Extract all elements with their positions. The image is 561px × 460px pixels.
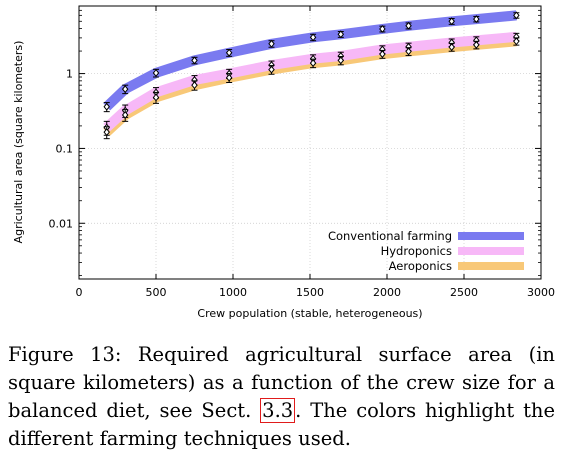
x-tick-label: 500 — [146, 286, 167, 299]
data-point — [513, 37, 520, 46]
data-point — [337, 56, 345, 65]
data-point — [309, 59, 317, 68]
x-tick-label: 2000 — [373, 286, 401, 299]
data-point — [448, 17, 455, 26]
x-tick-label: 1500 — [296, 286, 324, 299]
data-point — [473, 15, 480, 24]
chart: 0 500 1000 1500 2000 2500 3000 0.01 0.1 1 Convent… — [12, 5, 555, 320]
y-tick-label: 0.1 — [56, 142, 74, 155]
legend: Conventional farmingHydroponicsAeroponic… — [328, 229, 524, 273]
x-tick-label: 0 — [76, 286, 83, 299]
data-point — [152, 68, 160, 77]
caption-text-end: . The colors highlight the different far… — [8, 399, 555, 450]
data-point — [379, 24, 386, 33]
x-axis-title: Crew population (stable, heterogeneous) — [197, 307, 422, 320]
legend-label: Aeroponics — [389, 259, 452, 273]
x-tick-label: 3000 — [527, 286, 555, 299]
figure-caption: Figure 13: Required agricultural surface… — [8, 341, 555, 453]
data-point — [513, 11, 520, 20]
data-point — [103, 102, 110, 111]
caption-text: Figure 13: Required agricultural surface… — [8, 343, 555, 422]
data-point — [103, 128, 110, 137]
data-point — [121, 85, 129, 94]
data-point — [191, 81, 198, 90]
legend-label: Conventional farming — [328, 229, 452, 243]
legend-swatch — [458, 232, 524, 240]
data-point — [225, 73, 233, 82]
data-point — [337, 30, 345, 39]
data-point — [268, 39, 275, 48]
data-point — [191, 56, 198, 65]
data-point — [448, 43, 455, 52]
legend-label: Hydroponics — [381, 244, 452, 258]
data-point — [379, 50, 386, 59]
x-tick-label: 2500 — [450, 286, 478, 299]
data-point — [268, 65, 275, 74]
data-point — [405, 21, 412, 30]
data-point — [473, 40, 480, 49]
data-point — [405, 47, 412, 56]
legend-swatch — [458, 262, 524, 270]
legend-swatch — [458, 247, 524, 255]
y-tick-label: 0.01 — [49, 217, 74, 230]
data-point — [309, 33, 317, 42]
data-points — [103, 11, 520, 140]
data-point — [152, 93, 160, 102]
y-axis-title: Agricultural area (square kilometers) — [12, 41, 25, 244]
data-point — [121, 110, 129, 119]
y-tick-label: 1 — [66, 68, 73, 81]
data-point — [225, 48, 233, 57]
section-reference-link[interactable]: 3.3 — [260, 398, 296, 423]
x-tick-label: 1000 — [219, 286, 247, 299]
plot-frame — [78, 5, 542, 280]
